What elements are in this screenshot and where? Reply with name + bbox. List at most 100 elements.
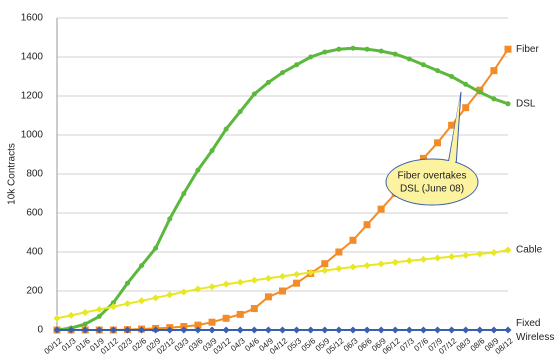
marker xyxy=(153,245,159,251)
marker xyxy=(377,205,385,213)
marker xyxy=(280,70,285,76)
series-label: Fiber xyxy=(516,44,539,55)
marker xyxy=(321,326,329,334)
marker xyxy=(378,48,384,54)
marker xyxy=(448,121,456,129)
marker xyxy=(81,308,89,316)
marker xyxy=(322,49,328,55)
marker xyxy=(279,287,286,295)
marker xyxy=(391,258,399,266)
marker xyxy=(462,326,470,334)
marker xyxy=(308,54,314,60)
marker xyxy=(293,326,301,334)
marker xyxy=(166,291,174,299)
marker xyxy=(435,68,441,74)
marker xyxy=(194,321,202,329)
marker xyxy=(250,326,258,334)
marker xyxy=(109,326,117,334)
marker xyxy=(335,326,343,334)
marker xyxy=(236,278,244,286)
annotation-text: DSL (June 08) xyxy=(400,184,464,195)
marker xyxy=(279,326,286,334)
marker xyxy=(67,311,75,319)
marker xyxy=(321,267,329,275)
marker xyxy=(505,101,511,107)
y-tick-label: 1600 xyxy=(21,13,44,24)
marker xyxy=(81,326,89,334)
marker xyxy=(364,46,370,52)
marker xyxy=(294,62,300,68)
marker xyxy=(491,96,497,102)
marker xyxy=(434,326,442,334)
marker xyxy=(391,326,399,334)
marker xyxy=(349,326,357,334)
marker xyxy=(462,104,470,112)
marker xyxy=(251,91,257,97)
y-tick-label: 1000 xyxy=(21,130,44,141)
annotation: Fiber overtakes DSL (June 08) xyxy=(385,91,479,206)
marker xyxy=(95,326,103,334)
marker xyxy=(95,306,103,314)
marker xyxy=(82,321,88,327)
marker xyxy=(264,274,272,282)
marker xyxy=(419,326,427,334)
marker xyxy=(377,326,385,334)
marker xyxy=(434,254,442,262)
series-line xyxy=(56,249,509,320)
marker xyxy=(335,265,343,273)
marker xyxy=(504,45,512,53)
marker xyxy=(53,314,61,322)
y-tick-label: 0 xyxy=(37,325,43,336)
y-tick-label: 600 xyxy=(26,208,43,219)
marker xyxy=(279,272,286,280)
marker xyxy=(222,314,230,322)
marker xyxy=(222,326,230,334)
marker xyxy=(123,326,131,334)
marker xyxy=(208,283,216,291)
marker xyxy=(504,246,512,254)
series-label: Cable xyxy=(516,245,543,256)
marker xyxy=(180,326,188,334)
marker xyxy=(265,79,271,85)
y-tick-label: 400 xyxy=(26,247,43,258)
marker xyxy=(363,326,371,334)
marker xyxy=(350,45,356,51)
marker xyxy=(180,288,188,296)
y-tick-label: 1400 xyxy=(21,52,44,63)
marker xyxy=(293,270,301,278)
y-tick-label: 1200 xyxy=(21,91,44,102)
y-tick-label: 200 xyxy=(26,286,43,297)
marker xyxy=(124,280,130,286)
marker xyxy=(208,318,216,326)
marker xyxy=(181,191,187,196)
marker xyxy=(109,303,117,311)
marker xyxy=(167,216,173,222)
marker xyxy=(363,261,371,269)
marker xyxy=(152,294,160,302)
marker xyxy=(448,326,456,334)
marker xyxy=(405,326,413,334)
marker xyxy=(293,279,301,287)
marker xyxy=(463,81,469,87)
marker xyxy=(419,255,427,263)
marker xyxy=(236,310,244,318)
marker xyxy=(392,51,398,57)
marker xyxy=(236,326,244,334)
marker xyxy=(194,285,202,293)
marker xyxy=(377,260,385,268)
marker xyxy=(420,62,426,68)
marker xyxy=(405,257,413,265)
annotation-text: Fiber overtakes xyxy=(398,171,467,182)
series-label: Fixed Wireless xyxy=(516,318,554,343)
marker xyxy=(264,326,272,334)
marker xyxy=(307,326,315,334)
marker xyxy=(53,326,61,334)
series-label: DSL xyxy=(516,98,536,109)
marker xyxy=(349,263,357,271)
marker xyxy=(307,268,315,276)
marker xyxy=(349,236,357,244)
marker xyxy=(152,326,160,334)
marker xyxy=(67,326,75,334)
marker xyxy=(476,250,484,258)
